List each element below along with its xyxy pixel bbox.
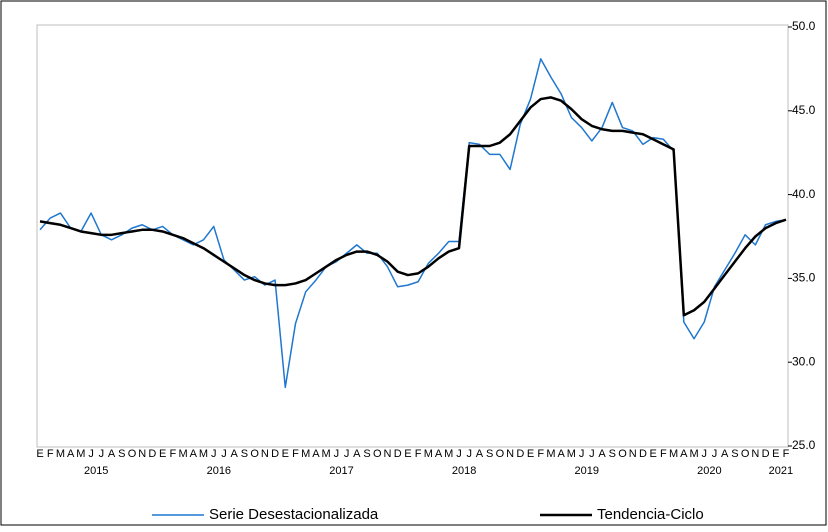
x-tick-label: N	[383, 448, 391, 460]
x-tick-label: M	[669, 448, 678, 460]
x-tick-label: J	[334, 448, 340, 460]
x-tick-label: E	[159, 448, 166, 460]
x-tick-label: J	[712, 448, 718, 460]
x-tick-label: A	[353, 448, 361, 460]
x-tick-label: E	[36, 448, 43, 460]
x-tick-label: M	[178, 448, 187, 460]
x-tick-label: A	[558, 448, 566, 460]
year-label: 2020	[697, 465, 721, 477]
year-label: 2021	[769, 465, 793, 477]
x-tick-label: S	[241, 448, 248, 460]
x-tick-label: M	[567, 448, 576, 460]
x-tick-label: S	[363, 448, 370, 460]
year-label: 2015	[84, 465, 108, 477]
x-tick-label: A	[435, 448, 443, 460]
x-tick-label: J	[88, 448, 94, 460]
x-tick-label: F	[660, 448, 667, 460]
x-tick-label: N	[751, 448, 759, 460]
x-tick-label: M	[546, 448, 555, 460]
x-tick-label: A	[67, 448, 75, 460]
x-tick-label: A	[476, 448, 484, 460]
x-tick-label: D	[762, 448, 770, 460]
x-tick-label: N	[261, 448, 269, 460]
x-tick-label: S	[118, 448, 125, 460]
x-tick-label: J	[589, 448, 595, 460]
year-label: 2017	[329, 465, 353, 477]
x-tick-label: E	[649, 448, 656, 460]
x-tick-label: A	[312, 448, 320, 460]
x-tick-label: F	[415, 448, 422, 460]
x-tick-label: F	[169, 448, 176, 460]
legend-label: Serie Desestacionalizada	[209, 506, 379, 523]
x-tick-label: O	[250, 448, 259, 460]
x-tick-label: J	[221, 448, 227, 460]
y-tick-label: 30.0	[792, 354, 816, 368]
x-tick-label: A	[598, 448, 606, 460]
x-tick-label: O	[496, 448, 505, 460]
x-tick-label: D	[639, 448, 647, 460]
x-tick-label: D	[148, 448, 156, 460]
y-tick-label: 40.0	[792, 187, 816, 201]
x-tick-label: N	[629, 448, 637, 460]
x-tick-label: M	[444, 448, 453, 460]
series-line	[39, 58, 787, 389]
year-label: 2018	[452, 465, 476, 477]
x-tick-label: M	[424, 448, 433, 460]
x-tick-label: F	[292, 448, 299, 460]
x-tick-label: S	[609, 448, 616, 460]
x-tick-label: M	[199, 448, 208, 460]
x-tick-label: J	[211, 448, 217, 460]
x-tick-label: S	[731, 448, 738, 460]
x-tick-label: M	[76, 448, 85, 460]
y-tick-label: 25.0	[792, 438, 816, 452]
x-tick-label: M	[322, 448, 331, 460]
legend-label: Tendencia-Ciclo	[597, 506, 704, 523]
x-tick-label: J	[99, 448, 105, 460]
x-tick-label: A	[108, 448, 116, 460]
x-tick-label: F	[783, 448, 790, 460]
x-tick-label: D	[271, 448, 279, 460]
x-tick-label: O	[741, 448, 750, 460]
x-tick-label: D	[394, 448, 402, 460]
year-label: 2019	[574, 465, 598, 477]
year-label: 2016	[207, 465, 231, 477]
x-tick-label: E	[772, 448, 779, 460]
x-tick-label: A	[680, 448, 688, 460]
x-tick-label: J	[456, 448, 462, 460]
x-tick-label: M	[56, 448, 65, 460]
y-tick-label: 50.0	[792, 19, 816, 33]
series-line	[39, 96, 787, 317]
x-tick-label: A	[230, 448, 238, 460]
x-tick-label: M	[301, 448, 310, 460]
x-tick-label: J	[466, 448, 472, 460]
x-tick-label: O	[373, 448, 382, 460]
x-tick-label: O	[618, 448, 627, 460]
plot-area	[36, 24, 789, 448]
x-tick-label: N	[138, 448, 146, 460]
x-tick-label: J	[701, 448, 707, 460]
x-tick-label: A	[721, 448, 729, 460]
x-tick-label: D	[516, 448, 524, 460]
x-tick-label: F	[537, 448, 544, 460]
x-tick-label: E	[404, 448, 411, 460]
x-tick-label: O	[128, 448, 137, 460]
y-tick-label: 45.0	[792, 103, 816, 117]
x-tick-label: S	[486, 448, 493, 460]
x-tick-label: A	[190, 448, 198, 460]
x-tick-label: N	[506, 448, 514, 460]
y-tick-label: 35.0	[792, 271, 816, 285]
x-tick-label: J	[344, 448, 350, 460]
x-tick-label: E	[527, 448, 534, 460]
x-tick-label: J	[579, 448, 585, 460]
x-tick-label: M	[689, 448, 698, 460]
x-tick-label: F	[47, 448, 54, 460]
x-tick-label: E	[282, 448, 289, 460]
